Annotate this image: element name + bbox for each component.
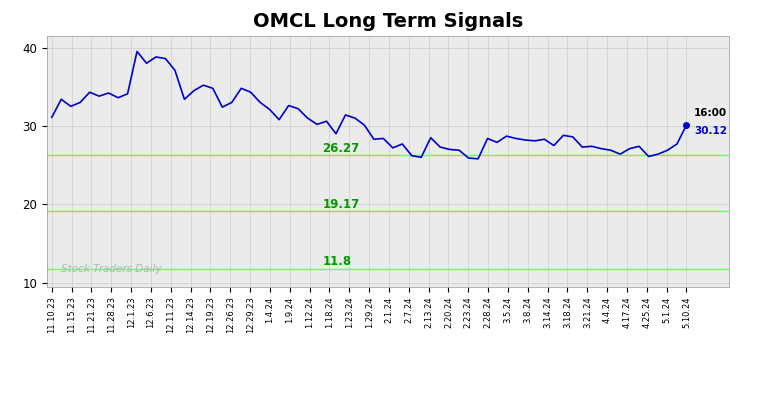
Text: 19.17: 19.17 bbox=[322, 198, 360, 211]
Text: Stock Traders Daily: Stock Traders Daily bbox=[60, 263, 162, 273]
Text: 11.8: 11.8 bbox=[322, 256, 351, 268]
Text: 16:00: 16:00 bbox=[694, 108, 728, 118]
Title: OMCL Long Term Signals: OMCL Long Term Signals bbox=[253, 12, 523, 31]
Text: 26.27: 26.27 bbox=[322, 142, 360, 155]
Text: 30.12: 30.12 bbox=[694, 126, 727, 136]
